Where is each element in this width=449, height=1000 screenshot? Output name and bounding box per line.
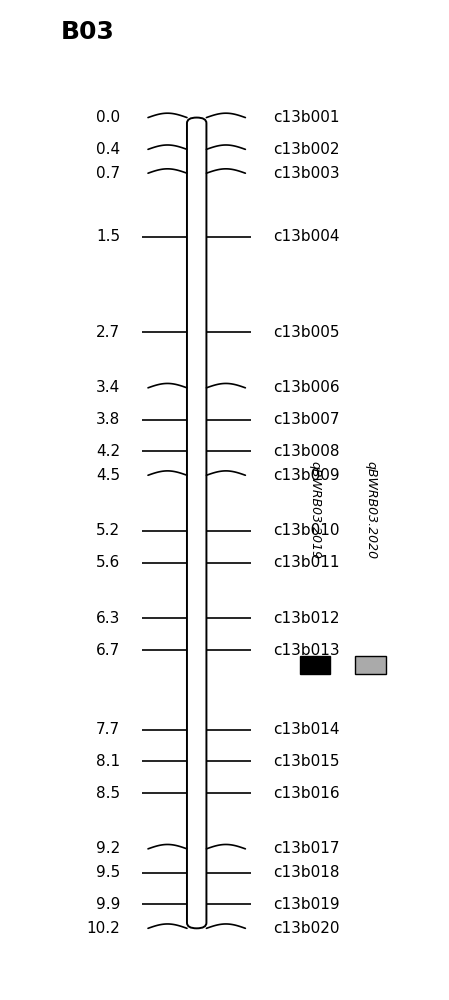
Bar xyxy=(355,656,386,674)
FancyBboxPatch shape xyxy=(187,118,207,928)
Text: c13b019: c13b019 xyxy=(273,897,340,912)
Text: 0.4: 0.4 xyxy=(96,142,120,157)
Text: 8.5: 8.5 xyxy=(96,786,120,801)
Text: c13b011: c13b011 xyxy=(273,555,339,570)
Text: 3.4: 3.4 xyxy=(96,380,120,395)
Text: 6.7: 6.7 xyxy=(96,643,120,658)
Text: 10.2: 10.2 xyxy=(87,921,120,936)
Text: c13b006: c13b006 xyxy=(273,380,340,395)
Text: c13b002: c13b002 xyxy=(273,142,339,157)
Text: c13b003: c13b003 xyxy=(273,166,340,181)
Text: 2.7: 2.7 xyxy=(96,325,120,340)
Text: c13b016: c13b016 xyxy=(273,786,340,801)
Text: c13b009: c13b009 xyxy=(273,468,340,483)
Text: c13b014: c13b014 xyxy=(273,722,339,737)
Text: c13b005: c13b005 xyxy=(273,325,339,340)
Text: 4.5: 4.5 xyxy=(96,468,120,483)
Text: 9.9: 9.9 xyxy=(96,897,120,912)
Text: c13b012: c13b012 xyxy=(273,611,339,626)
Text: c13b008: c13b008 xyxy=(273,444,339,459)
Text: c13b001: c13b001 xyxy=(273,110,339,125)
Text: 9.5: 9.5 xyxy=(96,865,120,880)
Text: c13b020: c13b020 xyxy=(273,921,339,936)
Text: 0.7: 0.7 xyxy=(96,166,120,181)
Text: 8.1: 8.1 xyxy=(96,754,120,769)
Text: 9.2: 9.2 xyxy=(96,841,120,856)
Text: c13b017: c13b017 xyxy=(273,841,339,856)
Text: 0.0: 0.0 xyxy=(96,110,120,125)
Text: 3.8: 3.8 xyxy=(96,412,120,427)
Bar xyxy=(299,656,330,674)
Text: B03: B03 xyxy=(61,20,114,44)
Text: c13b013: c13b013 xyxy=(273,643,340,658)
Text: c13b004: c13b004 xyxy=(273,229,339,244)
Text: 5.2: 5.2 xyxy=(96,523,120,538)
Text: c13b018: c13b018 xyxy=(273,865,339,880)
Text: 7.7: 7.7 xyxy=(96,722,120,737)
Text: c13b007: c13b007 xyxy=(273,412,339,427)
Text: qBWRB03.2020: qBWRB03.2020 xyxy=(364,461,377,559)
Text: c13b010: c13b010 xyxy=(273,523,339,538)
Text: 6.3: 6.3 xyxy=(96,611,120,626)
Text: 5.6: 5.6 xyxy=(96,555,120,570)
Text: qBWRB03.2019: qBWRB03.2019 xyxy=(308,461,321,559)
Text: 4.2: 4.2 xyxy=(96,444,120,459)
Text: c13b015: c13b015 xyxy=(273,754,339,769)
Text: 1.5: 1.5 xyxy=(96,229,120,244)
